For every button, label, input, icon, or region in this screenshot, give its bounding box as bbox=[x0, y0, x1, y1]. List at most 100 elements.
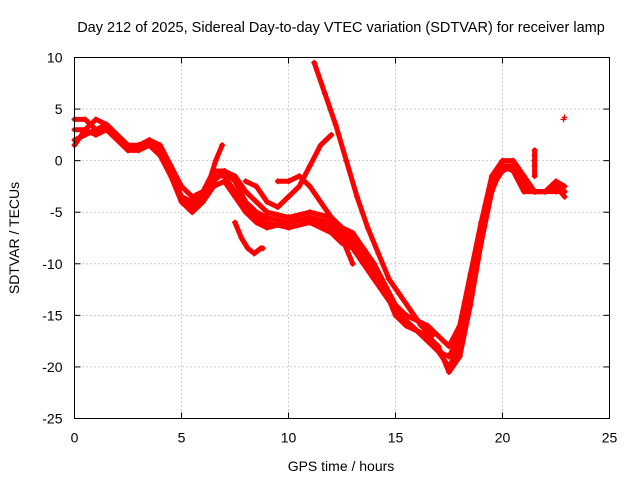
data-point bbox=[306, 209, 313, 216]
series-trace-line bbox=[72, 127, 568, 375]
data-point bbox=[259, 245, 266, 252]
series-arc-11h bbox=[311, 59, 435, 339]
data-point bbox=[328, 131, 335, 138]
y-tick-label: -15 bbox=[42, 307, 62, 323]
data-point bbox=[210, 183, 217, 190]
series-trace-3 bbox=[71, 121, 568, 350]
series-trace-line bbox=[200, 142, 225, 205]
chart-title: Day 212 of 2025, Sidereal Day-to-day VTE… bbox=[77, 20, 605, 36]
data-point bbox=[339, 235, 345, 241]
series-trace-line bbox=[72, 116, 568, 370]
data-point bbox=[435, 343, 442, 350]
data-point bbox=[219, 142, 226, 149]
x-axis-title: GPS time / hours bbox=[288, 458, 395, 474]
data-point bbox=[264, 224, 271, 231]
data-point bbox=[561, 188, 568, 195]
data-point bbox=[82, 126, 89, 133]
data-point bbox=[396, 291, 403, 298]
grid-layer bbox=[74, 57, 610, 419]
data-point bbox=[392, 312, 399, 319]
y-tick-label: 10 bbox=[47, 50, 63, 66]
data-point bbox=[178, 183, 185, 190]
data-point bbox=[103, 121, 110, 128]
data-point bbox=[285, 224, 292, 231]
data-point bbox=[189, 209, 196, 216]
series-trace-2 bbox=[71, 116, 568, 370]
data-point bbox=[242, 178, 249, 185]
data-point bbox=[274, 178, 281, 185]
data-point bbox=[189, 193, 196, 200]
data-point bbox=[285, 178, 292, 185]
series-arc-9-12h bbox=[274, 173, 356, 267]
data-point bbox=[531, 147, 538, 154]
data-point bbox=[253, 183, 260, 190]
data-point bbox=[285, 219, 292, 226]
data-point bbox=[146, 137, 153, 144]
data-point bbox=[531, 162, 538, 169]
data-point bbox=[264, 209, 271, 216]
data-point bbox=[125, 147, 131, 154]
data-point bbox=[542, 188, 549, 195]
data-point bbox=[82, 116, 89, 123]
data-point bbox=[413, 327, 420, 334]
data-point bbox=[306, 183, 313, 190]
data-point bbox=[386, 276, 393, 283]
x-tick-label: 0 bbox=[71, 430, 79, 446]
data-point bbox=[349, 260, 356, 267]
data-point bbox=[296, 173, 303, 180]
data-point bbox=[178, 198, 185, 205]
data-point bbox=[114, 137, 121, 144]
y-tick-label: -25 bbox=[42, 411, 62, 427]
data-point bbox=[446, 369, 452, 376]
data-point bbox=[253, 198, 260, 205]
data-point bbox=[360, 260, 367, 267]
x-tick-label: 15 bbox=[388, 430, 404, 446]
data-point bbox=[306, 214, 313, 221]
data-point bbox=[371, 276, 378, 283]
data-point bbox=[510, 157, 517, 164]
data-point bbox=[92, 116, 99, 123]
y-tick-label: -20 bbox=[42, 359, 62, 375]
x-tick-label: 5 bbox=[178, 430, 186, 446]
data-point bbox=[221, 173, 228, 180]
data-point bbox=[520, 173, 527, 180]
data-point bbox=[418, 322, 425, 329]
data-point bbox=[264, 214, 271, 221]
x-tick-label: 20 bbox=[495, 430, 511, 446]
data-point bbox=[82, 131, 89, 138]
data-point bbox=[349, 245, 356, 252]
data-point bbox=[561, 114, 568, 121]
data-point bbox=[328, 214, 335, 221]
data-point bbox=[488, 173, 495, 180]
data-point bbox=[435, 332, 442, 339]
data-point bbox=[212, 157, 219, 164]
data-point bbox=[343, 157, 350, 164]
data-point bbox=[520, 188, 527, 195]
series-arc-7h bbox=[199, 142, 226, 205]
data-point bbox=[531, 188, 538, 195]
data-point bbox=[499, 162, 506, 169]
data-point bbox=[510, 167, 517, 174]
y-tick-label: -10 bbox=[42, 256, 62, 272]
data-point bbox=[317, 142, 324, 149]
x-tick-label: 10 bbox=[281, 430, 297, 446]
data-point bbox=[403, 322, 410, 329]
data-point bbox=[92, 126, 99, 133]
data-point bbox=[251, 250, 258, 257]
data-point bbox=[157, 152, 164, 159]
series-trace-line bbox=[72, 122, 568, 349]
data-point bbox=[264, 219, 271, 226]
data-point bbox=[264, 198, 271, 205]
data-point bbox=[103, 126, 110, 133]
data-point bbox=[244, 245, 251, 252]
data-point bbox=[531, 157, 538, 164]
series-trace-line bbox=[275, 173, 356, 267]
data-point bbox=[561, 183, 568, 190]
series-arc-8h bbox=[232, 219, 266, 257]
data-point bbox=[221, 178, 228, 185]
data-point bbox=[242, 209, 249, 216]
data-point bbox=[221, 167, 228, 174]
data-point bbox=[135, 147, 142, 154]
data-point bbox=[238, 235, 245, 241]
